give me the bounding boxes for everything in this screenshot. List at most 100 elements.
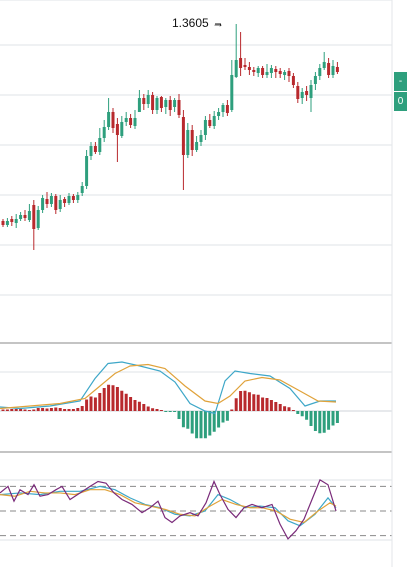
candle-up bbox=[300, 92, 304, 98]
macd-histogram-bar bbox=[67, 409, 71, 411]
macd-histogram-bar bbox=[76, 408, 80, 411]
macd-histogram-bar bbox=[137, 401, 141, 411]
peak-annotation: 1.3605 → bbox=[172, 16, 225, 30]
stoch-k-line bbox=[0, 478, 337, 540]
candle-up bbox=[234, 60, 238, 77]
candle-down bbox=[239, 58, 243, 68]
last-price-tag: - bbox=[394, 72, 407, 91]
macd-histogram-bar bbox=[296, 411, 300, 414]
candle-up bbox=[265, 72, 269, 75]
candle-down bbox=[32, 205, 36, 229]
macd-histogram-bar bbox=[261, 397, 265, 411]
macd-histogram-bar bbox=[287, 407, 291, 411]
macd-histogram-bar bbox=[129, 397, 133, 411]
macd-histogram-bar bbox=[313, 411, 317, 431]
candle-down bbox=[335, 67, 339, 72]
macd-histogram-bar bbox=[168, 411, 172, 412]
macd-histogram-bar bbox=[309, 411, 313, 426]
price-candles bbox=[1, 24, 339, 250]
stoch-d-line bbox=[0, 489, 337, 524]
candle-down bbox=[1, 221, 5, 225]
grid-lines bbox=[0, 0, 392, 541]
candle-up bbox=[164, 100, 168, 107]
macd-histogram-bar bbox=[107, 384, 111, 411]
candle-down bbox=[177, 100, 181, 115]
macd-histogram-bar bbox=[225, 411, 229, 421]
candle-up bbox=[309, 85, 313, 98]
candle-up bbox=[27, 211, 31, 220]
macd-histogram bbox=[0, 384, 392, 439]
candle-up bbox=[230, 75, 234, 110]
candle-up bbox=[256, 68, 260, 73]
macd-histogram-bar bbox=[322, 411, 326, 433]
macd-histogram-bar bbox=[256, 394, 260, 411]
macd-histogram-bar bbox=[283, 406, 287, 411]
macd-histogram-bar bbox=[133, 400, 137, 411]
candle-down bbox=[190, 130, 194, 150]
candle-up bbox=[36, 210, 40, 228]
macd-histogram-bar bbox=[274, 402, 278, 411]
macd-histogram-bar bbox=[98, 393, 102, 411]
macd-histogram-bar bbox=[80, 406, 84, 411]
macd-histogram-bar bbox=[27, 410, 31, 411]
macd-histogram-bar bbox=[151, 408, 155, 411]
macd-histogram-bar bbox=[217, 411, 221, 428]
candle-down bbox=[243, 65, 247, 67]
macd-histogram-bar bbox=[54, 407, 58, 411]
macd-histogram-bar bbox=[142, 404, 146, 411]
macd-histogram-bar bbox=[36, 408, 40, 411]
macd-histogram-bar bbox=[239, 391, 243, 411]
candle-down bbox=[278, 71, 282, 74]
candle-down bbox=[296, 86, 300, 99]
price-change-tag: 0 bbox=[394, 92, 407, 111]
candle-down bbox=[45, 199, 49, 204]
candle-up bbox=[98, 138, 102, 152]
candle-up bbox=[199, 135, 203, 142]
macd-histogram-bar bbox=[203, 411, 207, 439]
candle-up bbox=[195, 142, 199, 150]
candle-up bbox=[269, 68, 273, 73]
candle-down bbox=[247, 67, 251, 70]
candle-up bbox=[217, 112, 221, 116]
candle-up bbox=[89, 146, 93, 156]
candle-down bbox=[23, 215, 27, 218]
candle-down bbox=[261, 68, 265, 75]
candle-up bbox=[120, 122, 124, 136]
candle-up bbox=[137, 98, 141, 112]
macd-lines bbox=[0, 361, 337, 415]
candle-up bbox=[318, 68, 322, 76]
macd-histogram-bar bbox=[41, 408, 45, 411]
macd-histogram-bar bbox=[305, 411, 309, 420]
candle-down bbox=[71, 196, 75, 200]
candle-down bbox=[115, 124, 119, 135]
macd-histogram-bar bbox=[300, 411, 304, 417]
macd-histogram-bar bbox=[146, 406, 150, 411]
candle-down bbox=[252, 70, 256, 72]
macd-histogram-bar bbox=[190, 411, 194, 434]
candle-up bbox=[221, 105, 225, 112]
candle-down bbox=[111, 112, 115, 128]
candle-up bbox=[313, 76, 317, 84]
macd-histogram-bar bbox=[278, 404, 282, 411]
candle-up bbox=[41, 198, 45, 210]
candle-up bbox=[49, 196, 53, 204]
macd-histogram-bar bbox=[45, 408, 49, 411]
macd-histogram-bar bbox=[155, 409, 159, 411]
candle-up bbox=[124, 118, 128, 122]
candle-up bbox=[203, 120, 207, 135]
candle-up bbox=[155, 98, 159, 110]
macd-histogram-bar bbox=[208, 411, 212, 436]
macd-histogram-bar bbox=[1, 409, 5, 411]
macd-histogram-bar bbox=[49, 408, 53, 411]
candle-down bbox=[159, 97, 163, 108]
candle-up bbox=[283, 72, 287, 75]
candle-up bbox=[133, 118, 137, 126]
macd-histogram-bar bbox=[23, 409, 27, 411]
macd-histogram-bar bbox=[181, 411, 185, 428]
candle-up bbox=[67, 196, 71, 203]
macd-histogram-bar bbox=[32, 409, 36, 411]
macd-histogram-bar bbox=[19, 409, 23, 411]
macd-histogram-bar bbox=[124, 393, 128, 411]
candle-down bbox=[225, 105, 229, 113]
